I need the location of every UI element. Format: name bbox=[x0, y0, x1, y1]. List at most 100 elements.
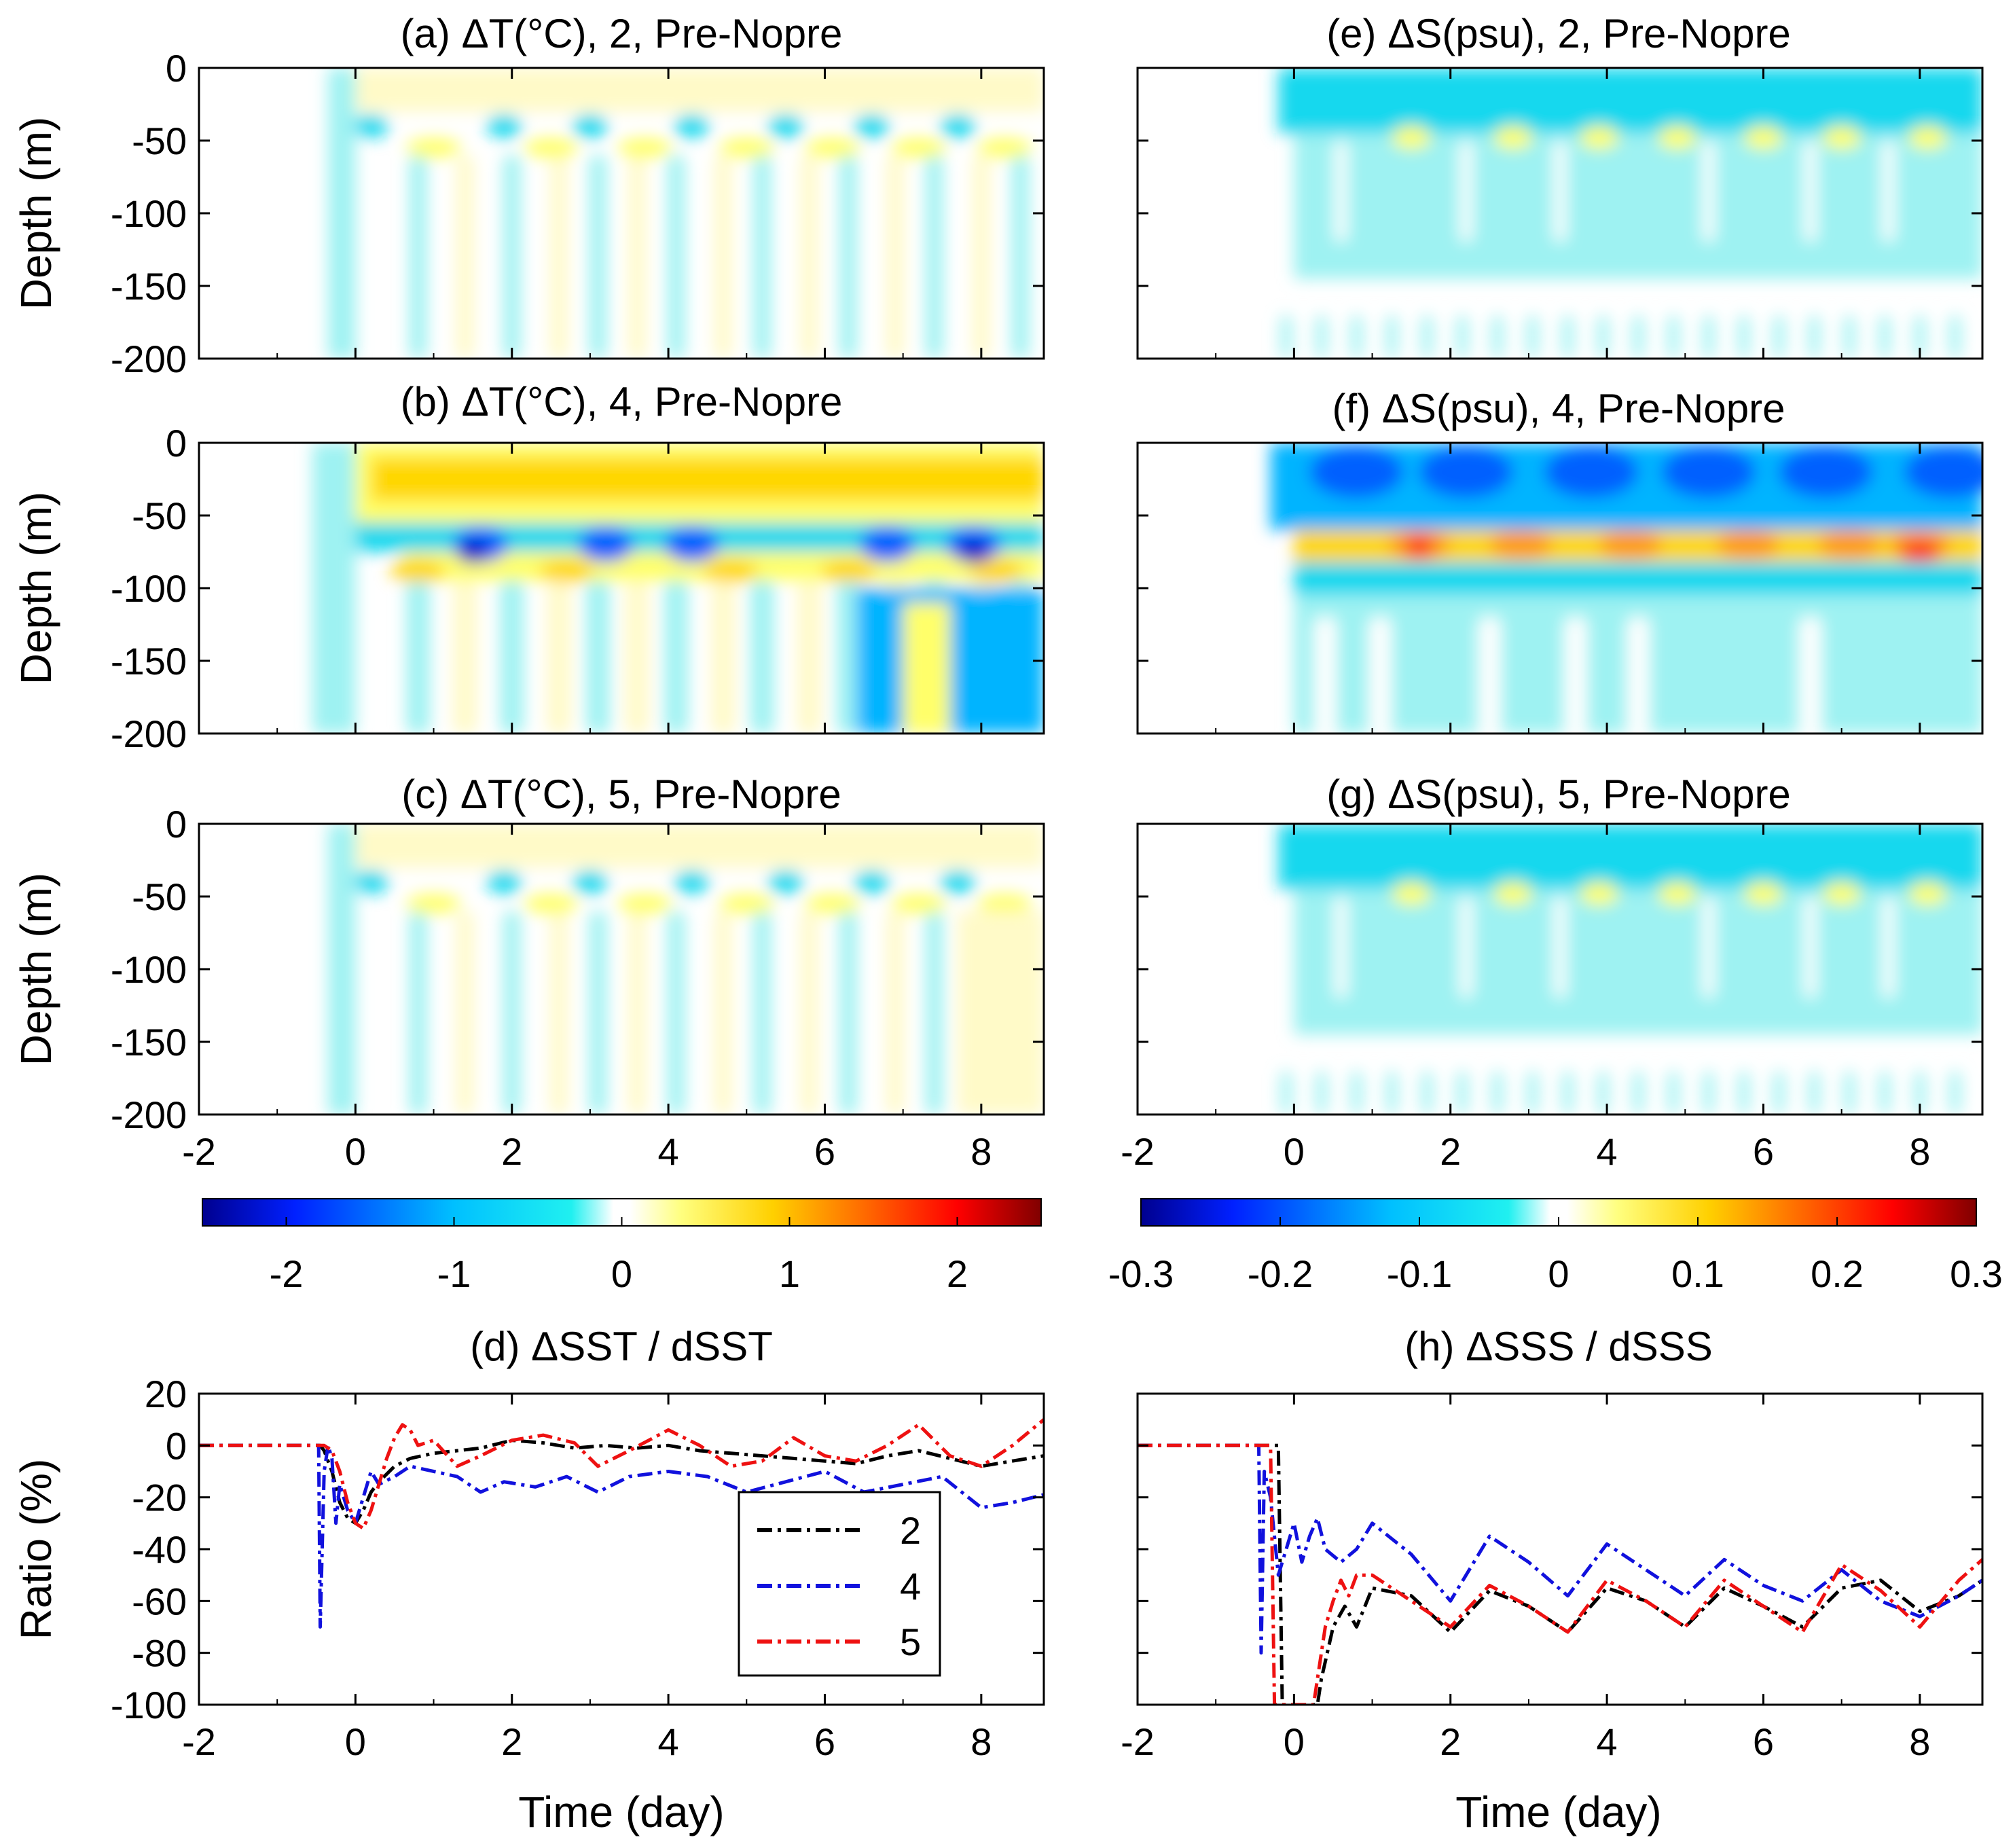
contour-column bbox=[1335, 896, 1347, 998]
salinity-colorbar: -0.3 -0.2 -0.1 0 0.1 0.2 0.3 bbox=[1108, 1198, 2003, 1295]
x-tick-label: 0 bbox=[1284, 1720, 1305, 1763]
contour-column bbox=[1949, 314, 1961, 359]
contour-column bbox=[886, 155, 904, 359]
colorbar-tick-label: 0 bbox=[611, 1252, 632, 1295]
contour-blob bbox=[539, 559, 594, 583]
contour-blob bbox=[1818, 530, 1881, 560]
contour-column bbox=[1335, 141, 1347, 242]
time-label-d: Time (day) bbox=[518, 1788, 724, 1836]
panel-b-title: (b) ΔT(°C), 4, Pre-Nopre bbox=[401, 379, 843, 424]
contour-blob bbox=[1404, 535, 1434, 560]
ratio-label: Ratio (%) bbox=[12, 1459, 60, 1640]
contour-column bbox=[409, 155, 427, 359]
contour-column bbox=[1949, 1070, 1961, 1115]
contour-column bbox=[625, 581, 649, 733]
contour-column bbox=[453, 581, 477, 733]
panel-g-axes: -2 0 2 4 6 8 bbox=[1121, 822, 1982, 1173]
temperature-colorbar: -2 -1 0 1 2 bbox=[202, 1198, 1042, 1295]
contour-column bbox=[1421, 1070, 1433, 1115]
contour-column bbox=[750, 581, 774, 733]
y-tick-label: -60 bbox=[132, 1580, 187, 1623]
x-tick-label: 0 bbox=[345, 1720, 366, 1763]
contour-column bbox=[503, 911, 521, 1115]
panel-f-heatmap bbox=[1270, 443, 1982, 733]
forcing-front bbox=[328, 824, 356, 1115]
contour-column bbox=[1804, 896, 1817, 998]
contour-column bbox=[409, 911, 427, 1115]
contour-band bbox=[371, 457, 1044, 501]
contour-column bbox=[800, 911, 818, 1115]
contour-column bbox=[886, 911, 904, 1115]
legend-label-4: 4 bbox=[900, 1565, 921, 1608]
colorbar-tick-label: -1 bbox=[437, 1252, 471, 1295]
panel-h-lines bbox=[1138, 1443, 1982, 1705]
panel-e-title: (e) ΔS(psu), 2, Pre-Nopre bbox=[1326, 11, 1791, 56]
contour-column bbox=[628, 911, 646, 1115]
series-group bbox=[1138, 1443, 1982, 1705]
contour-column bbox=[1597, 1070, 1609, 1115]
contour-blob bbox=[391, 559, 446, 583]
colorbar-tick-label: 1 bbox=[779, 1252, 800, 1295]
panel-c-axes: -2 0 2 4 6 8 0 -50 -100 -150 -200 bbox=[111, 803, 1044, 1173]
heatmap-layer bbox=[1278, 824, 1982, 1115]
contour-column bbox=[503, 155, 521, 359]
contour-column bbox=[1703, 141, 1715, 242]
contour-column bbox=[714, 155, 732, 359]
contour-blob bbox=[1904, 446, 1982, 499]
heatmap-body bbox=[312, 443, 1044, 733]
contour-column bbox=[973, 155, 990, 359]
contour-column bbox=[1809, 1070, 1820, 1115]
legend-box bbox=[738, 1491, 941, 1677]
colorbar-tick-label: 0.2 bbox=[1811, 1252, 1864, 1295]
contour-column bbox=[586, 581, 610, 733]
x-tick-label: -2 bbox=[182, 1720, 216, 1763]
legend-label-5: 5 bbox=[900, 1620, 921, 1663]
contour-column bbox=[1421, 314, 1433, 359]
contour-column bbox=[1386, 1070, 1398, 1115]
contour-column bbox=[550, 155, 568, 359]
contour-column bbox=[1667, 1070, 1680, 1115]
contour-column bbox=[406, 581, 430, 733]
contour-column bbox=[1809, 314, 1820, 359]
contour-column bbox=[1460, 896, 1472, 998]
contour-column bbox=[1597, 314, 1609, 359]
contour-blob bbox=[1657, 882, 1697, 905]
contour-column bbox=[628, 155, 646, 359]
contour-blob bbox=[1908, 126, 1948, 149]
contour-blob bbox=[977, 893, 1032, 914]
y-tick-label: -100 bbox=[111, 1684, 187, 1726]
y-tick-label: -150 bbox=[111, 640, 187, 683]
legend-label-2: 2 bbox=[900, 1509, 921, 1552]
panel-a-title: (a) ΔT(°C), 2, Pre-Nopre bbox=[401, 11, 843, 56]
panel-d-title: (d) ΔSST / dSST bbox=[470, 1324, 773, 1369]
heatmap-layer bbox=[312, 443, 1044, 733]
y-tick-label: 0 bbox=[166, 422, 187, 465]
contour-blob bbox=[573, 114, 608, 138]
series-5-line bbox=[1138, 1443, 1982, 1705]
contour-column bbox=[1914, 314, 1925, 359]
y-tick-label: -40 bbox=[132, 1528, 187, 1571]
x-tick-label: 4 bbox=[1597, 1720, 1618, 1763]
panel-c-title: (c) ΔT(°C), 5, Pre-Nopre bbox=[401, 772, 841, 817]
contour-column bbox=[839, 911, 857, 1115]
contour-column bbox=[1738, 1070, 1749, 1115]
contour-column bbox=[1315, 1070, 1327, 1115]
contour-blob bbox=[457, 540, 489, 564]
x-tick-label: 4 bbox=[1597, 1130, 1618, 1173]
x-tick-label: 6 bbox=[1753, 1720, 1774, 1763]
contour-column bbox=[547, 581, 571, 733]
contour-blob bbox=[1716, 530, 1779, 560]
x-tick-label: 6 bbox=[1753, 1130, 1774, 1173]
contour-blob bbox=[1579, 882, 1619, 905]
contour-blob bbox=[891, 137, 947, 158]
contour-blob bbox=[860, 527, 915, 562]
contour-blob bbox=[820, 559, 876, 583]
heatmap-body bbox=[1278, 68, 1982, 359]
contour-column bbox=[1527, 1070, 1538, 1115]
contour-blob bbox=[1821, 882, 1862, 905]
contour-blob bbox=[1657, 126, 1697, 149]
fresh-layer bbox=[1278, 824, 1982, 890]
contour-column bbox=[456, 911, 474, 1115]
contour-blob bbox=[1493, 882, 1533, 905]
